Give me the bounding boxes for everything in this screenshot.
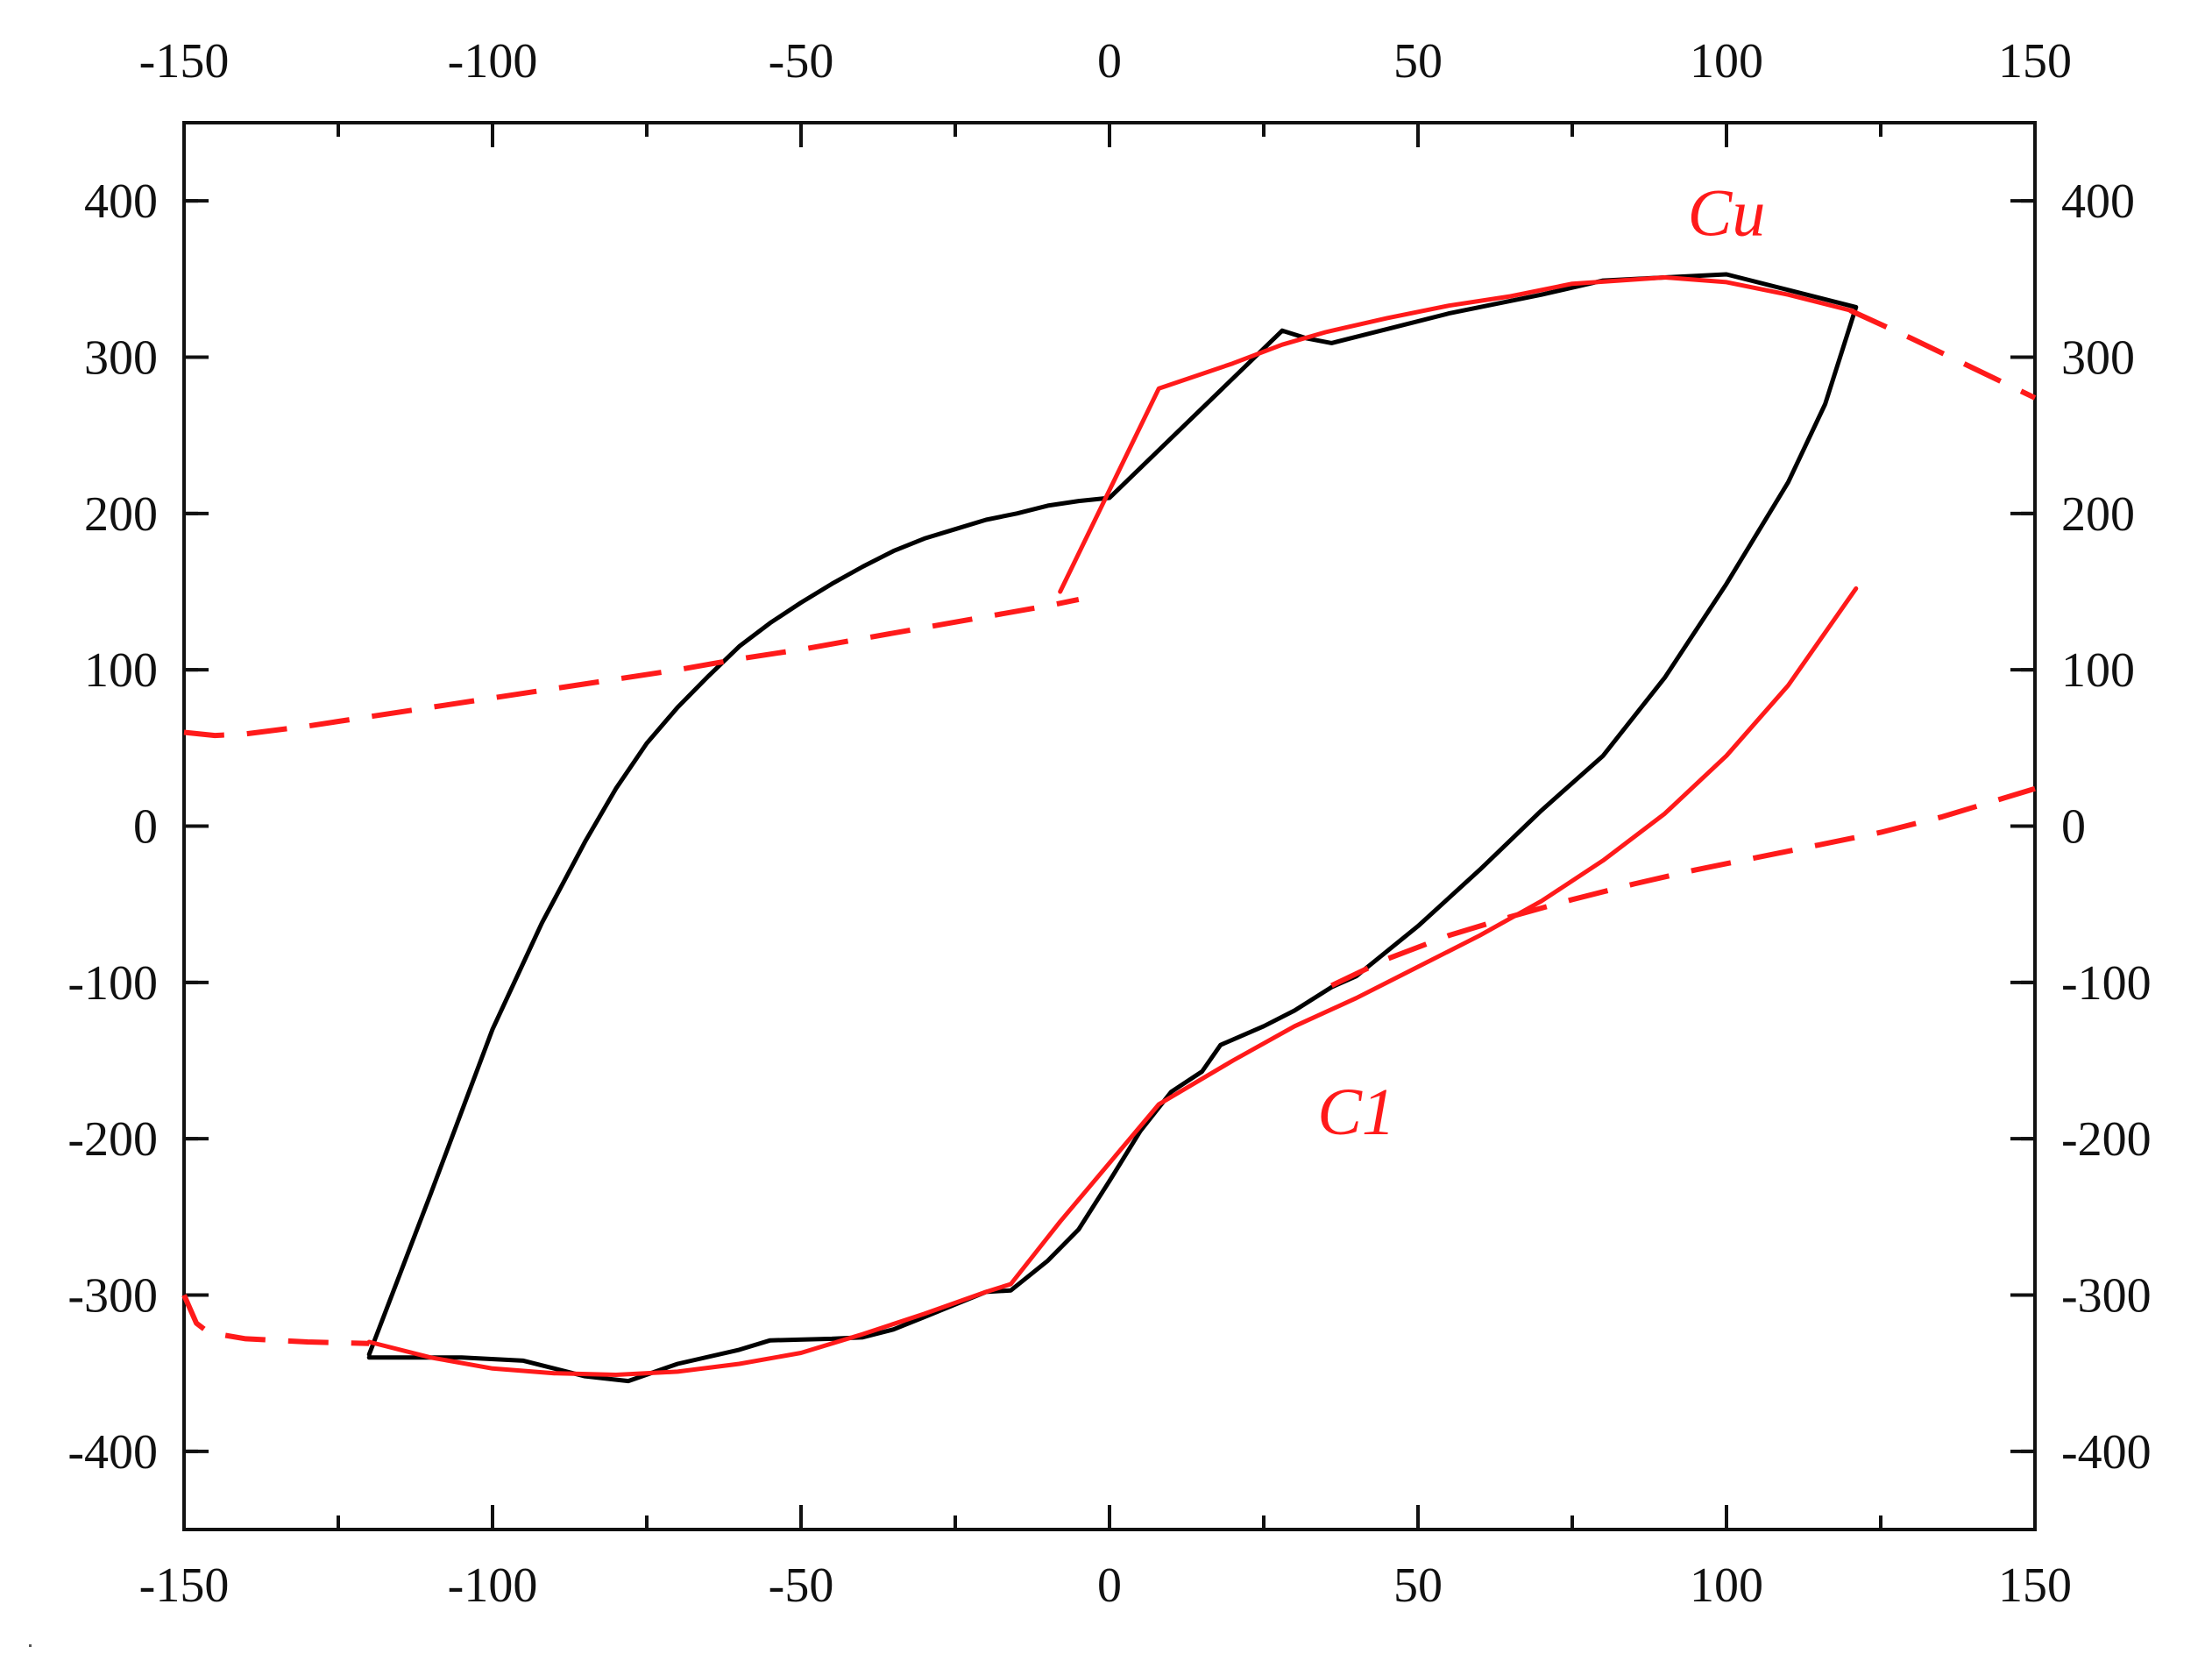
y-tick-label-right: -300 bbox=[2061, 1269, 2152, 1324]
x-tick-label-bottom: 100 bbox=[1690, 1558, 1763, 1613]
y-tick-label-right: 300 bbox=[2061, 331, 2135, 386]
annotation-layer: Cu C1 bbox=[1317, 176, 1765, 1148]
y-tick-label-right: 0 bbox=[2061, 800, 2086, 855]
plot-frame bbox=[182, 121, 2037, 1531]
x-tick-label-top: -150 bbox=[139, 34, 230, 89]
annotation-label-1: C1 bbox=[1317, 1075, 1395, 1149]
dashed-curve-6 bbox=[1330, 785, 2036, 989]
x-tick-label-top: 100 bbox=[1690, 34, 1763, 89]
x-tick-label-top: 150 bbox=[1998, 34, 2072, 89]
ticks-layer bbox=[182, 123, 2037, 1530]
x-tick-label-top: -100 bbox=[448, 34, 538, 89]
y-tick-label-left: 0 bbox=[133, 800, 158, 855]
y-tick-label-left: 300 bbox=[84, 331, 158, 386]
y-tick-label-left: -400 bbox=[67, 1425, 158, 1480]
y-tick-label-left: -100 bbox=[67, 956, 158, 1011]
y-tick-label-right: -400 bbox=[2061, 1425, 2152, 1480]
solid-curve-3 bbox=[1058, 275, 1853, 594]
x-tick-label-bottom: -150 bbox=[139, 1558, 230, 1613]
solid-curve-0 bbox=[366, 272, 1859, 1384]
dashed-curve-5 bbox=[181, 1294, 370, 1346]
stray-dot bbox=[29, 1644, 32, 1647]
y-tick-label-right: -200 bbox=[2061, 1112, 2152, 1167]
x-tick-label-top: -50 bbox=[769, 34, 834, 89]
y-tick-label-left: 400 bbox=[84, 174, 158, 229]
y-tick-label-left: 200 bbox=[84, 487, 158, 542]
x-tick-label-bottom: 0 bbox=[1097, 1558, 1122, 1613]
dashed-curve-2 bbox=[183, 596, 1080, 739]
x-tick-label-bottom: -100 bbox=[448, 1558, 538, 1613]
y-tick-label-left: -300 bbox=[67, 1269, 158, 1324]
tick-labels-layer: -150 -150 -100 -100 -50 -50 0 0 50 50 100 100 150 150… bbox=[67, 34, 2151, 1613]
x-tick-label-top: 50 bbox=[1393, 34, 1443, 89]
y-tick-label-right: 200 bbox=[2061, 487, 2135, 542]
x-tick-label-bottom: -50 bbox=[769, 1558, 834, 1613]
x-tick-label-top: 0 bbox=[1097, 34, 1122, 89]
y-tick-label-right: 100 bbox=[2061, 643, 2135, 698]
x-tick-label-bottom: 150 bbox=[1998, 1558, 2072, 1613]
y-tick-label-left: -200 bbox=[67, 1112, 158, 1167]
series-layer bbox=[181, 272, 2037, 1384]
solid-curve-1 bbox=[366, 586, 1859, 1377]
y-tick-label-left: 100 bbox=[84, 643, 158, 698]
y-tick-label-right: 400 bbox=[2061, 174, 2135, 229]
y-tick-label-right: -100 bbox=[2061, 956, 2152, 1011]
dashed-curve-4 bbox=[1848, 308, 2037, 401]
x-tick-label-bottom: 50 bbox=[1393, 1558, 1443, 1613]
annotation-label-0: Cu bbox=[1688, 176, 1766, 250]
